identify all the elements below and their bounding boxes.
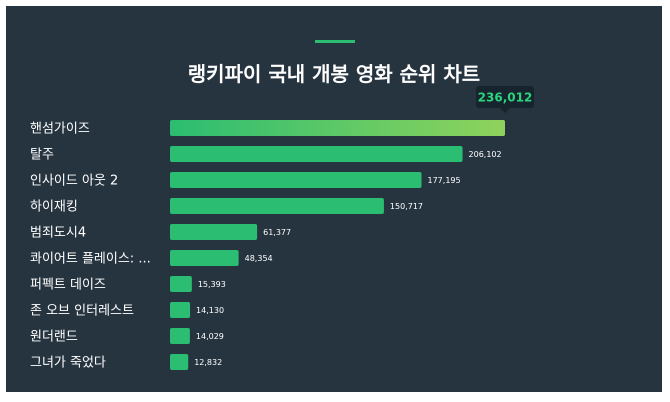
category-label: 퍼펙트 데이즈 <box>30 278 106 293</box>
bar-7 <box>170 276 192 292</box>
category-label: 콰이어트 플레이스: ... <box>30 252 151 267</box>
bar-8 <box>170 302 191 318</box>
value-label: 14,130 <box>196 306 224 315</box>
value-label: 12,832 <box>194 358 222 367</box>
category-label: 범죄도시4 <box>30 226 86 241</box>
bar-6 <box>170 250 239 266</box>
category-label: 그녀가 죽었다 <box>30 356 106 371</box>
bar-chart: 핸섬가이즈 236,012 탈주 206,102 인사이드 아웃 2 177,195 하이재… <box>30 86 534 371</box>
category-label: 하이재킹 <box>30 200 78 215</box>
title-accent-line <box>315 40 355 43</box>
category-label: 인사이드 아웃 2 <box>30 174 118 189</box>
value-label: 206,102 <box>469 150 502 159</box>
value-label: 61,377 <box>263 228 291 237</box>
value-label: 150,717 <box>390 202 423 211</box>
bar-1 <box>170 120 505 136</box>
tooltip-arrow <box>500 108 510 113</box>
bar-9 <box>170 328 190 344</box>
tooltip-value: 236,012 <box>478 91 533 105</box>
value-label: 48,354 <box>245 254 273 263</box>
bar-10 <box>170 354 189 370</box>
chart-title: 랭키파이 국내 개봉 영화 순위 차트 <box>187 62 481 86</box>
category-label: 존 오브 인터레스트 <box>30 304 134 319</box>
bar-4 <box>170 198 384 214</box>
bar-5 <box>170 224 258 240</box>
chart-panel: 랭키파이 국내 개봉 영화 순위 차트 핸섬가이즈 236,012 탈주 206,10… <box>6 6 662 392</box>
value-label: 14,029 <box>196 332 224 341</box>
bar-3 <box>170 172 422 188</box>
value-label: 15,393 <box>198 280 226 289</box>
value-label: 177,195 <box>428 176 461 185</box>
tooltip-box <box>476 86 534 108</box>
category-label: 탈주 <box>30 148 54 163</box>
bar-2 <box>170 146 463 162</box>
category-label: 원더랜드 <box>30 330 78 345</box>
category-label: 핸섬가이즈 <box>30 121 90 137</box>
